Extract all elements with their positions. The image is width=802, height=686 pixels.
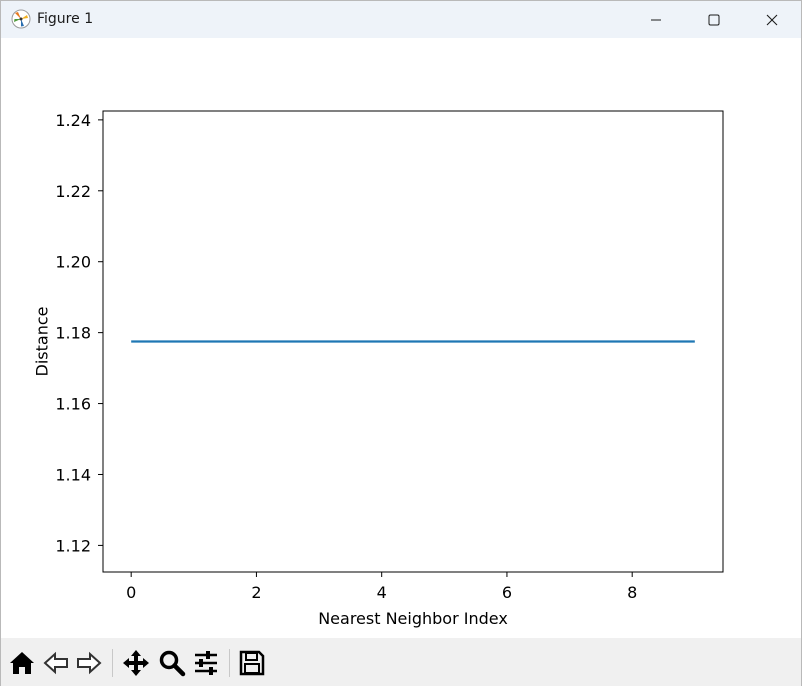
x-axis-ticks: 0 2 4 6 8 [126, 572, 637, 602]
minimize-icon [651, 19, 661, 20]
y-axis-label: Distance [33, 307, 52, 377]
toolbar-separator [112, 649, 113, 677]
window-title: Figure 1 [37, 11, 94, 27]
y-tick-label: 1.12 [55, 536, 91, 555]
save-button[interactable] [237, 648, 267, 678]
zoom-button[interactable] [157, 648, 187, 678]
x-tick-label: 0 [126, 583, 136, 602]
x-axis-label: Nearest Neighbor Index [318, 609, 508, 628]
x-tick-label: 6 [502, 583, 512, 602]
configure-subplots-button[interactable] [191, 648, 221, 678]
matplotlib-logo-icon [11, 9, 31, 29]
y-tick-label: 1.20 [55, 253, 91, 272]
y-tick-label: 1.18 [55, 324, 91, 343]
y-tick-label: 1.24 [55, 111, 91, 130]
sliders-icon [195, 651, 217, 675]
forward-arrow-icon [77, 651, 102, 675]
x-tick-label: 4 [377, 583, 387, 602]
forward-button[interactable] [74, 648, 104, 678]
close-button[interactable] [743, 1, 801, 38]
maximize-button[interactable] [685, 1, 743, 38]
back-arrow-icon [43, 651, 68, 675]
magnifier-icon [159, 650, 186, 677]
x-tick-label: 8 [627, 583, 637, 602]
floppy-disk-icon [239, 650, 265, 676]
y-tick-label: 1.22 [55, 182, 91, 201]
home-icon [10, 652, 34, 674]
move-icon [123, 650, 149, 676]
maximize-icon [708, 14, 720, 25]
x-tick-label: 2 [251, 583, 261, 602]
toolbar-separator [229, 649, 230, 677]
back-button[interactable] [41, 648, 71, 678]
figure-canvas[interactable]: 1.12 1.14 1.16 1.18 1.20 1.22 1.24 0 2 4 6 8 Neare… [1, 38, 801, 638]
home-button[interactable] [7, 648, 37, 678]
title-bar[interactable]: Figure 1 [1, 1, 801, 38]
navigation-toolbar [1, 638, 801, 686]
close-icon [766, 14, 778, 25]
line-chart[interactable]: 1.12 1.14 1.16 1.18 1.20 1.22 1.24 0 2 4 6 8 Neare… [1, 38, 801, 638]
y-tick-label: 1.16 [55, 395, 91, 414]
pan-button[interactable] [121, 648, 151, 678]
axes-frame [102, 110, 724, 573]
y-tick-label: 1.14 [55, 465, 91, 484]
y-axis-ticks: 1.12 1.14 1.16 1.18 1.20 1.22 1.24 [55, 111, 103, 555]
minimize-button[interactable] [627, 1, 685, 38]
